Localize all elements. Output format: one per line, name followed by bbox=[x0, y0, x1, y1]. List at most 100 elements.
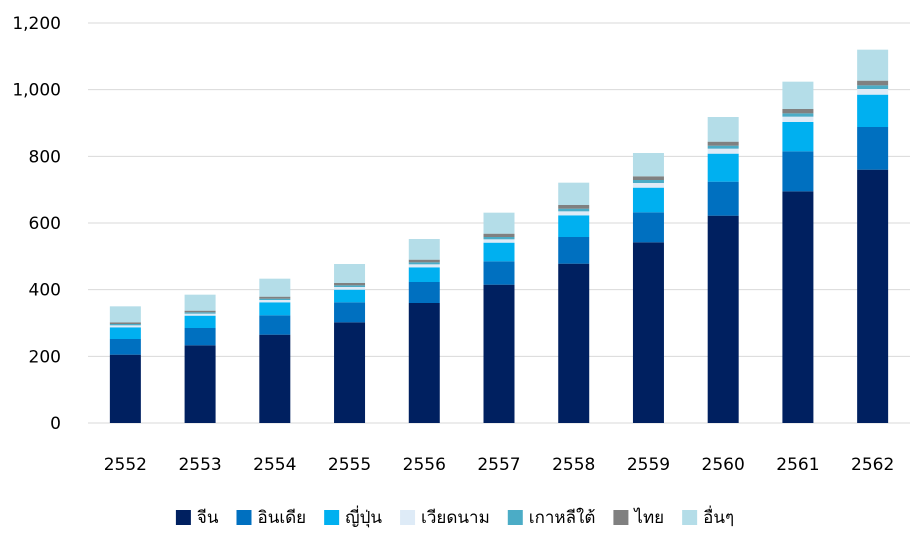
y-tick-label: 800 bbox=[29, 147, 61, 167]
bar-segment bbox=[782, 81, 814, 109]
x-tick-label: 2560 bbox=[702, 455, 745, 475]
x-axis: 2552 2553 2554 2555 2556 2557 2558 2559 2560 2561… bbox=[104, 455, 895, 475]
bar-segment bbox=[707, 145, 739, 149]
bar-segment bbox=[334, 289, 366, 303]
bar-segment bbox=[558, 182, 590, 205]
bar-segment bbox=[632, 183, 664, 188]
bar-segment bbox=[259, 278, 291, 297]
bar-segment bbox=[857, 127, 889, 170]
bar-segment bbox=[109, 324, 141, 326]
x-tick-label: 2557 bbox=[477, 455, 520, 475]
bar-segment bbox=[707, 141, 739, 146]
x-tick-label: 2554 bbox=[253, 455, 296, 475]
x-tick-label: 2558 bbox=[552, 455, 595, 475]
legend-swatch bbox=[175, 510, 191, 525]
bar-segment bbox=[558, 237, 590, 264]
y-tick-label: 600 bbox=[29, 214, 61, 234]
bar-segment bbox=[259, 315, 291, 335]
bar-segment bbox=[184, 310, 216, 313]
bar-segment bbox=[857, 80, 889, 86]
bar-segment bbox=[184, 312, 216, 314]
x-tick-label: 2553 bbox=[178, 455, 221, 475]
bar-segment bbox=[109, 339, 141, 355]
bar-segment bbox=[632, 187, 664, 213]
bar-segment bbox=[782, 109, 814, 114]
bar-segment bbox=[632, 180, 664, 183]
bar-segment bbox=[707, 117, 739, 142]
bar-segment bbox=[558, 263, 590, 423]
bar-segment bbox=[334, 285, 366, 287]
y-tick-label: 200 bbox=[29, 347, 61, 367]
y-tick-label: 1,000 bbox=[12, 81, 61, 101]
bar-segment bbox=[857, 49, 889, 81]
bar-segment bbox=[782, 191, 814, 423]
x-tick-label: 2559 bbox=[627, 455, 670, 475]
bar-segment bbox=[782, 116, 814, 122]
bar-segment bbox=[334, 264, 366, 283]
legend-label: อินเดีย bbox=[257, 508, 306, 528]
bar-segment bbox=[334, 283, 366, 286]
bar-segment bbox=[632, 242, 664, 423]
legend-label: เวียดนาม bbox=[421, 508, 490, 528]
bar-segment bbox=[558, 211, 590, 216]
bar-segment bbox=[483, 284, 515, 423]
legend-swatch bbox=[236, 510, 252, 525]
y-tick-label: 400 bbox=[29, 281, 61, 301]
bar-segment bbox=[259, 302, 291, 316]
bar-segment bbox=[782, 151, 814, 192]
x-tick-label: 2561 bbox=[776, 455, 819, 475]
bar-segment bbox=[408, 262, 440, 265]
bar-segment bbox=[558, 208, 590, 212]
x-tick-label: 2562 bbox=[851, 455, 894, 475]
bar-segment bbox=[408, 259, 440, 263]
bar-segment bbox=[408, 267, 440, 282]
legend-swatch bbox=[400, 510, 416, 525]
bar-segment bbox=[184, 313, 216, 316]
bar-segment bbox=[857, 94, 889, 127]
legend-label: ญี่ปุ่น bbox=[345, 505, 382, 528]
bar-segment bbox=[558, 215, 590, 237]
bar-segment bbox=[334, 302, 366, 323]
legend-swatch bbox=[613, 510, 629, 525]
bar-segment bbox=[483, 239, 515, 243]
bars bbox=[109, 49, 889, 423]
bar-segment bbox=[707, 181, 739, 216]
bar-segment bbox=[109, 306, 141, 323]
bar-segment bbox=[483, 242, 515, 262]
legend-swatch bbox=[682, 510, 698, 525]
legend: จีน อินเดีย ญี่ปุ่น เวียดนาม เกาหลีใต้ ไทย อื่… bbox=[175, 505, 734, 528]
bar-segment bbox=[334, 322, 366, 423]
x-tick-label: 2556 bbox=[403, 455, 446, 475]
bar-segment bbox=[483, 212, 515, 234]
bar-segment bbox=[259, 298, 291, 300]
bar-segment bbox=[184, 315, 216, 328]
bar-segment bbox=[632, 153, 664, 177]
bar-segment bbox=[857, 169, 889, 423]
bar-segment bbox=[782, 122, 814, 152]
bar-segment bbox=[184, 294, 216, 311]
bar-segment bbox=[483, 233, 515, 237]
bar-segment bbox=[334, 287, 366, 290]
x-tick-label: 2555 bbox=[328, 455, 371, 475]
bar-segment bbox=[408, 264, 440, 268]
bar-segment bbox=[483, 261, 515, 285]
bar-segment bbox=[259, 334, 291, 423]
bar-segment bbox=[483, 237, 515, 240]
bar-segment bbox=[259, 300, 291, 303]
bar-segment bbox=[408, 303, 440, 423]
legend-label: จีน bbox=[197, 508, 219, 528]
bar-segment bbox=[184, 328, 216, 346]
bar-segment bbox=[707, 153, 739, 182]
legend-label: ไทย bbox=[632, 507, 664, 528]
bar-segment bbox=[408, 282, 440, 303]
y-axis: 0 200 400 600 800 1,000 1,200 bbox=[12, 14, 61, 434]
bar-segment bbox=[408, 239, 440, 260]
x-tick-label: 2552 bbox=[104, 455, 147, 475]
bar-segment bbox=[184, 345, 216, 423]
bar-segment bbox=[782, 113, 814, 117]
legend-swatch bbox=[324, 510, 340, 525]
y-tick-label: 0 bbox=[50, 414, 61, 434]
bar-segment bbox=[707, 215, 739, 423]
bar-segment bbox=[109, 327, 141, 339]
